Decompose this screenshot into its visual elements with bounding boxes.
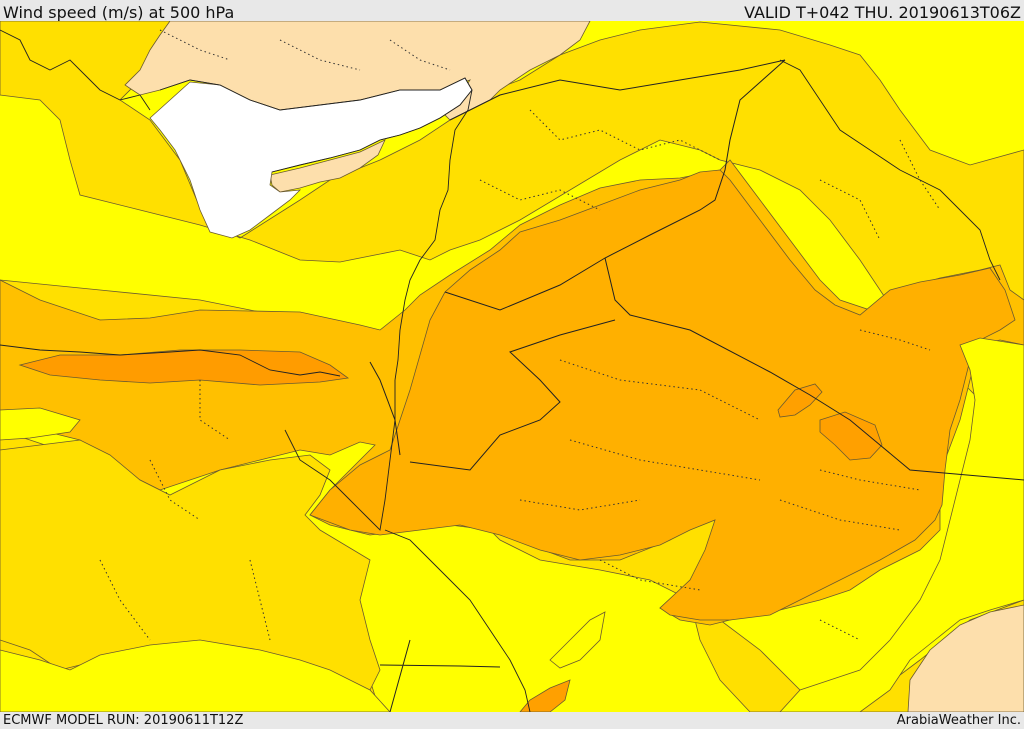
band-1-south-lobe xyxy=(0,639,391,712)
coastline-north xyxy=(0,29,121,101)
band-5-south-patch xyxy=(519,679,571,712)
border-saudi-iraq xyxy=(604,257,1024,481)
map-area[interactable] xyxy=(0,21,1024,712)
credit-label: ArabiaWeather Inc. xyxy=(896,713,1021,728)
valid-time-label: VALID T+042 THU. 20190613T06Z xyxy=(744,3,1021,22)
low-wind-land-southeast xyxy=(907,604,1024,712)
band-4-inner xyxy=(309,169,1016,621)
band-5-west-strip xyxy=(18,349,350,386)
border-jordan-saudi xyxy=(444,59,786,311)
coastline-egypt xyxy=(0,344,341,377)
model-run-label: ECMWF MODEL RUN: 20190611T12Z xyxy=(3,713,244,728)
band-5-east-patch-2 xyxy=(819,411,883,461)
border-syria-iraq xyxy=(449,59,786,121)
border-egypt-sudan xyxy=(379,639,501,712)
coastline-levant xyxy=(394,89,473,381)
coastline-red-sea xyxy=(284,380,531,712)
wind-speed-map xyxy=(0,21,1024,712)
footer-bar: ECMWF MODEL RUN: 20190611T12Z ArabiaWeat… xyxy=(0,712,1024,729)
header-bar: Wind speed (m/s) at 500 hPa VALID T+042 … xyxy=(0,0,1024,22)
coastline-arabia-east xyxy=(779,59,1001,281)
band-1-red-sea-lobe xyxy=(549,611,606,669)
border-saudi-jordan-south xyxy=(409,319,616,471)
province-borders xyxy=(99,29,941,641)
border-egypt-sinai xyxy=(369,361,401,456)
map-title: Wind speed (m/s) at 500 hPa xyxy=(3,3,235,22)
coastline-turkey xyxy=(119,77,473,173)
band-1-east-lobe xyxy=(779,337,1024,712)
band-1-west-patch xyxy=(0,407,81,441)
